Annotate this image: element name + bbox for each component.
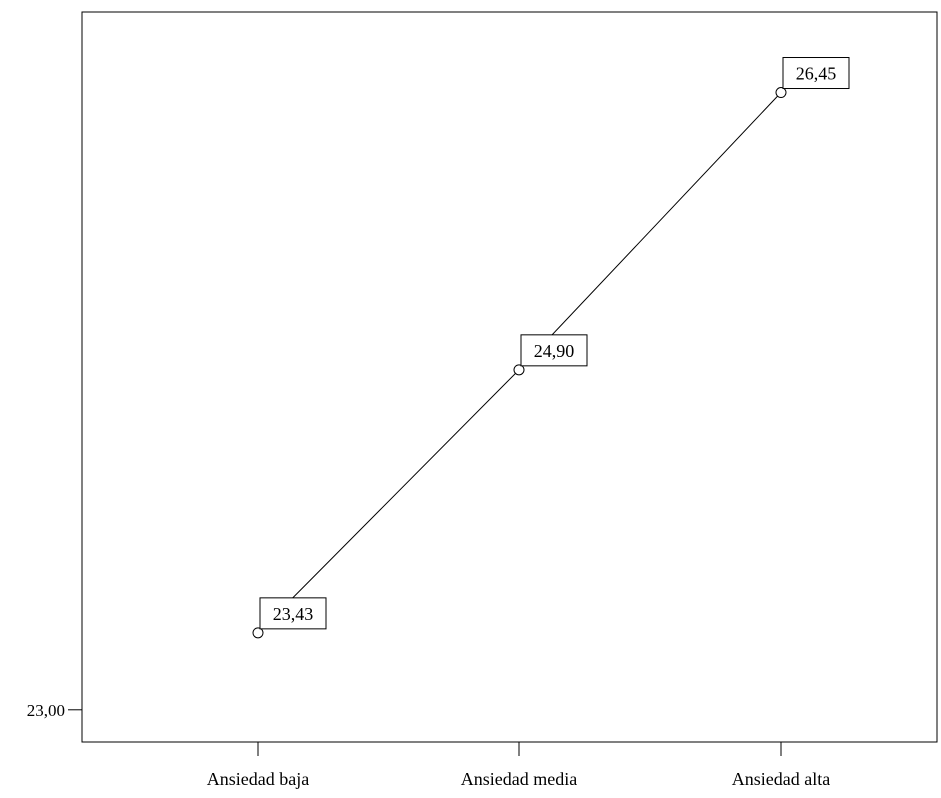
data-label-box [782,57,850,90]
y-axis: 23,00 [27,701,82,720]
data-points [252,87,787,639]
data-point [775,87,787,99]
data-label-box [259,597,327,630]
data-point [513,364,525,376]
series-line [257,92,782,634]
data-labels: 23,43 24,90 26,45 [259,57,850,630]
x-tick-label: Ansiedad media [461,769,577,789]
data-point [252,627,264,639]
x-axis: Ansiedad baja Ansiedad media Ansiedad alta [207,742,830,789]
data-label-box [520,334,588,367]
data-label: 23,43 [273,604,314,624]
series-line-group [257,92,782,634]
plot-border [81,11,938,743]
data-label: 26,45 [796,64,837,84]
data-label: 24,90 [534,341,575,361]
plot-frame [81,11,938,743]
x-tick-label: Ansiedad alta [732,769,830,789]
x-tick-label: Ansiedad baja [207,769,309,789]
y-tick-label: 23,00 [27,701,65,720]
